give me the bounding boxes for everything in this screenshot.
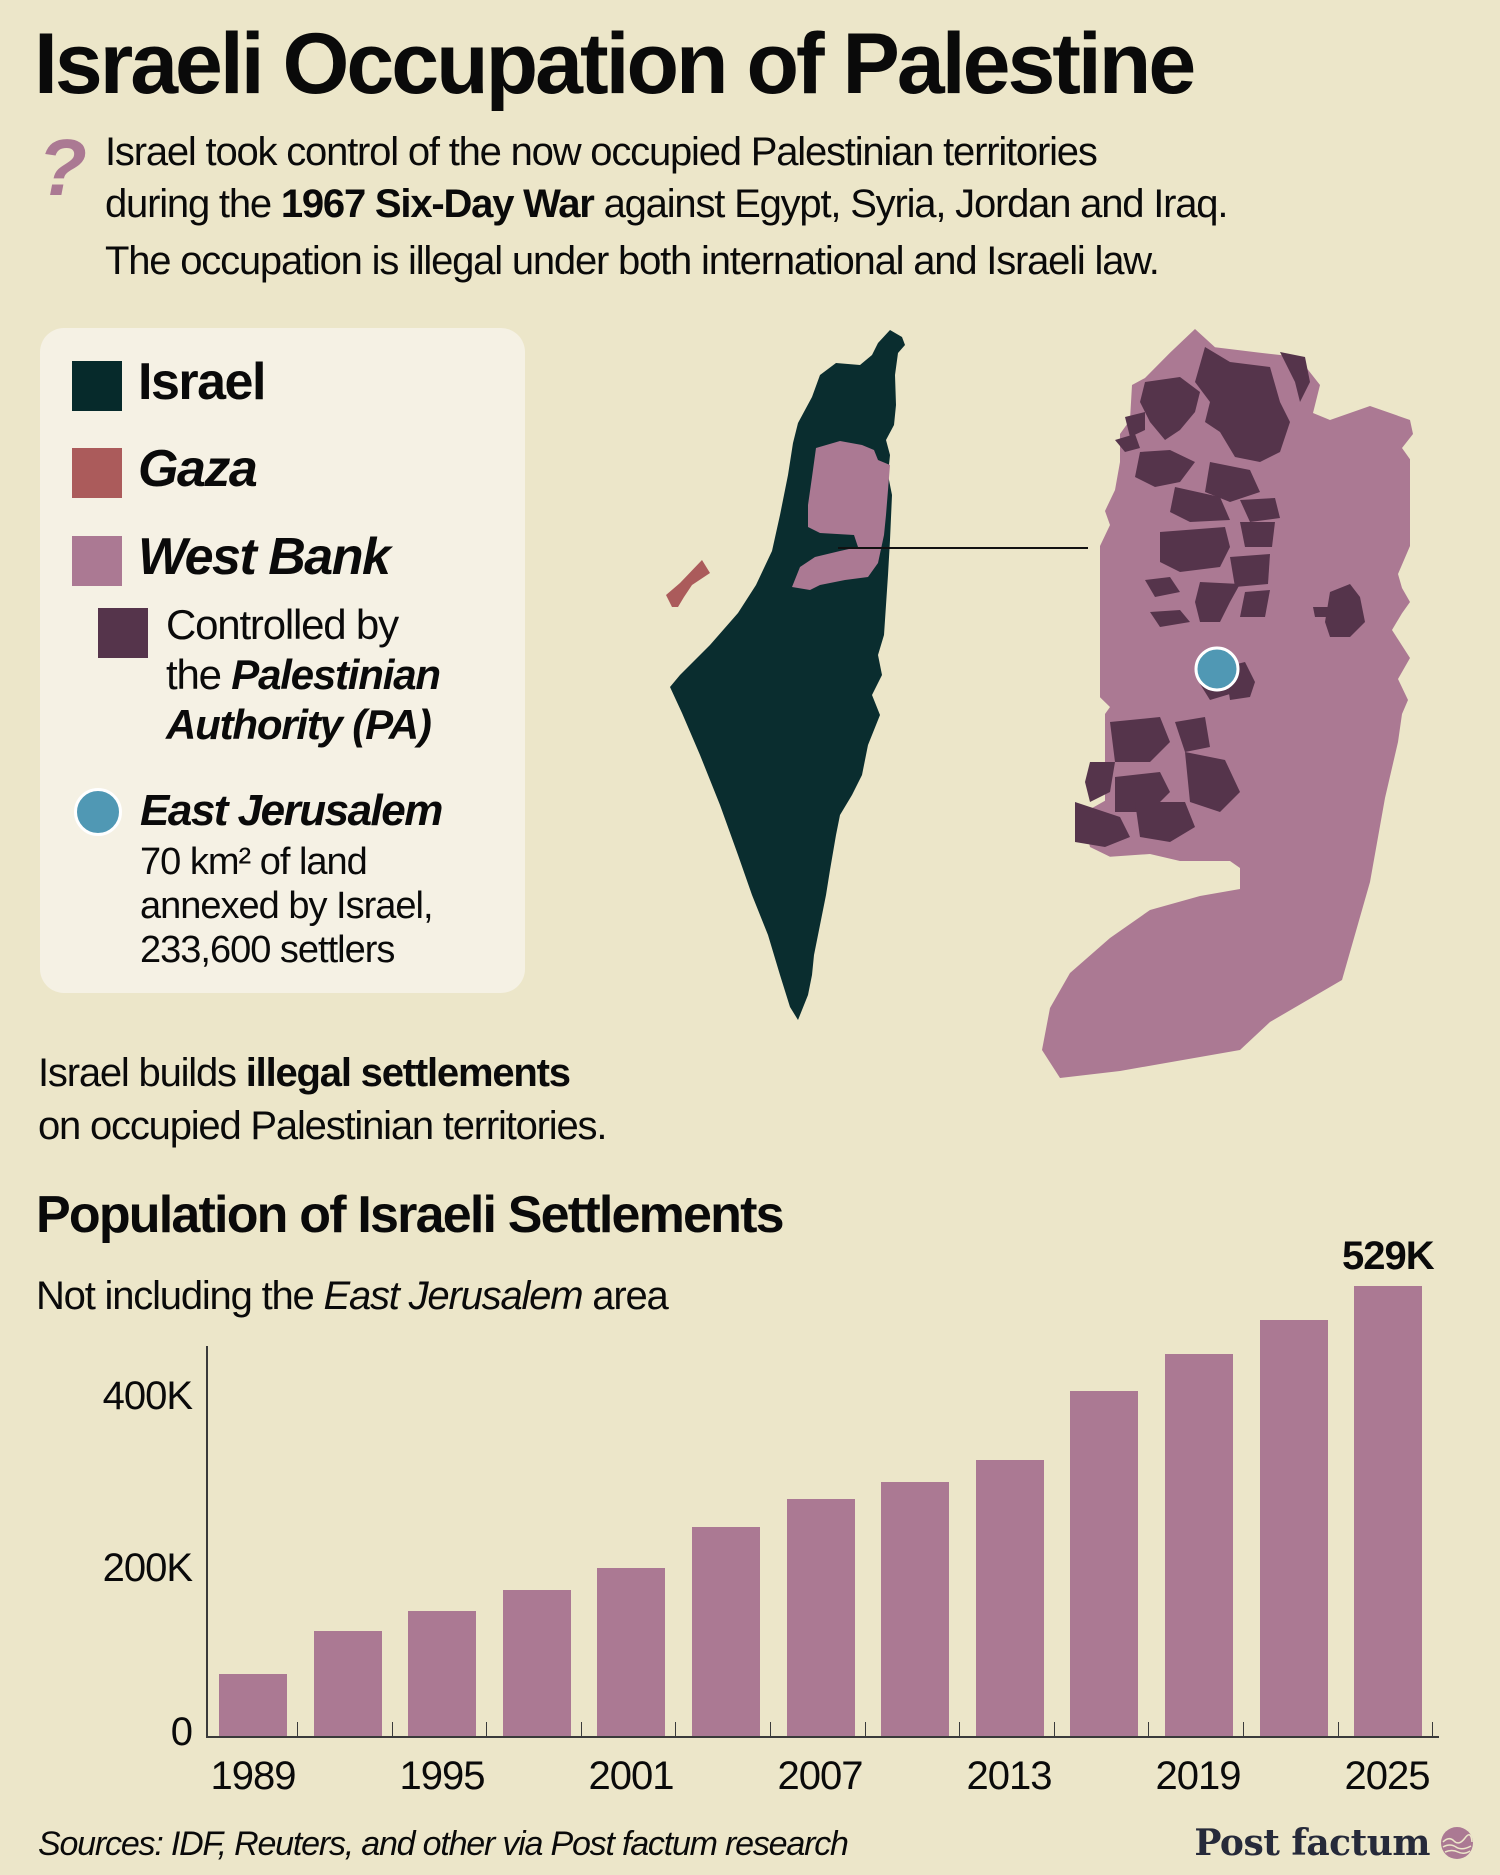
legend-west-bank-label: West Bank xyxy=(138,528,391,586)
bar-2004 xyxy=(692,1526,760,1736)
intro-line-2: during the 1967 Six-Day War against Egyp… xyxy=(105,180,1229,228)
pa-swatch xyxy=(98,608,148,658)
settlements-note-line-1: Israel builds illegal settlements xyxy=(38,1047,571,1099)
legend-east-jerusalem-label: East Jerusalem xyxy=(140,786,443,835)
x-axis xyxy=(206,1736,1439,1738)
x-tick-mark xyxy=(1148,1722,1150,1736)
bar-1998 xyxy=(502,1589,571,1736)
page-title: Israeli Occupation of Palestine xyxy=(34,16,1196,112)
question-icon: ? xyxy=(38,123,87,212)
legend-pa-emphasis: Authority (PA) xyxy=(166,701,432,748)
legend-pa-text: the xyxy=(166,651,232,698)
map-connector-line xyxy=(838,547,1088,549)
bar-2016 xyxy=(1070,1390,1139,1736)
intro-text: during the xyxy=(105,182,281,226)
post-factum-logo-icon xyxy=(1441,1827,1473,1859)
x-tick-mark xyxy=(1337,1722,1339,1736)
peak-value-label: 529K xyxy=(1342,1234,1435,1278)
gaza-region xyxy=(666,560,710,607)
x-tick-label: 1995 xyxy=(399,1754,486,1798)
west-bank-map xyxy=(1042,329,1413,1078)
chart-subtitle-text: Not including the xyxy=(36,1274,324,1318)
x-tick-label: 2001 xyxy=(588,1754,675,1798)
y-tick-label: 200K xyxy=(102,1546,193,1590)
x-tick-mark xyxy=(580,1722,582,1736)
legend-gaza-label: Gaza xyxy=(138,440,258,498)
y-axis xyxy=(206,1346,208,1737)
x-tick-label: 1989 xyxy=(210,1754,297,1798)
chart-subtitle-emphasis: East Jerusalem xyxy=(323,1274,583,1318)
settlements-note-line-2: on occupied Palestinian territories. xyxy=(38,1104,607,1148)
sources-note: Sources: IDF, Reuters, and other via Pos… xyxy=(38,1825,849,1863)
intro-text: against Egypt, Syria, Jordan and Iraq. xyxy=(593,182,1229,226)
israel-map xyxy=(666,330,905,1020)
bar-2013 xyxy=(975,1459,1044,1736)
bar-1995 xyxy=(408,1611,477,1736)
x-tick-mark xyxy=(1432,1722,1434,1736)
y-tick-label: 400K xyxy=(102,1374,193,1418)
bar-2010 xyxy=(881,1481,950,1736)
pa-controlled-areas xyxy=(1075,347,1365,847)
x-tick-mark xyxy=(864,1722,866,1736)
legend-israel-label: Israel xyxy=(138,353,266,411)
x-tick-mark xyxy=(297,1722,298,1736)
settlements-note-emphasis: illegal settlements xyxy=(245,1051,571,1095)
chart-subtitle: Not including the East Jerusalem area xyxy=(36,1272,669,1320)
chart-subtitle-text: area xyxy=(582,1274,668,1318)
intro-line-1: Israel took control of the now occupied … xyxy=(105,130,1098,174)
map-legend: Israel Gaza West Bank Controlled by the … xyxy=(40,328,525,993)
bar-2022 xyxy=(1259,1319,1328,1736)
west-bank-region xyxy=(792,441,890,590)
intro-line-3: The occupation is illegal under both int… xyxy=(105,239,1160,283)
legend-pa-line-2: the Palestinian xyxy=(166,650,441,700)
x-tick-label: 2007 xyxy=(777,1754,864,1798)
x-tick-mark xyxy=(675,1722,677,1736)
x-tick-mark xyxy=(1243,1722,1244,1736)
x-tick-mark xyxy=(770,1722,771,1736)
east-jerusalem-detail-3: 233,600 settlers xyxy=(140,929,395,971)
bar-1989 xyxy=(219,1673,287,1736)
bar-2019 xyxy=(1165,1354,1233,1736)
brand-logo-text: Post factum xyxy=(1194,1822,1430,1864)
chart-title: Population of Israeli Settlements xyxy=(36,1186,785,1244)
x-tick-label: 2013 xyxy=(966,1754,1053,1798)
bar-2025 xyxy=(1354,1286,1423,1736)
x-tick-label: 2025 xyxy=(1344,1754,1431,1798)
bar-2007 xyxy=(786,1498,855,1736)
west-bank-territory xyxy=(1042,329,1413,1078)
east-jerusalem-detail-1: 70 km² of land xyxy=(140,841,368,883)
y-tick-label: 0 xyxy=(170,1710,193,1754)
bar-2001 xyxy=(597,1567,666,1736)
x-tick-mark xyxy=(391,1722,393,1736)
legend-pa-line-1: Controlled by xyxy=(166,601,399,648)
legend-pa-emphasis: Palestinian xyxy=(231,651,441,698)
east-jerusalem-detail-2: annexed by Israel, xyxy=(140,885,434,927)
x-tick-mark xyxy=(1053,1722,1055,1736)
east-jerusalem-marker-icon xyxy=(1194,646,1240,692)
settlements-note-text: Israel builds xyxy=(38,1051,246,1095)
legend-pa-line-3: Authority (PA) xyxy=(166,700,432,750)
x-tick-mark xyxy=(486,1722,488,1736)
x-tick-mark xyxy=(959,1722,961,1736)
bar-1992 xyxy=(313,1631,382,1736)
israel-territory xyxy=(670,330,905,1020)
west-bank-swatch xyxy=(72,536,122,586)
israel-swatch xyxy=(72,361,122,411)
east-jerusalem-marker-icon xyxy=(74,788,122,836)
gaza-swatch xyxy=(72,448,122,498)
intro-war-emphasis: 1967 Six-Day War xyxy=(280,182,595,226)
x-tick-label: 2019 xyxy=(1155,1754,1242,1798)
